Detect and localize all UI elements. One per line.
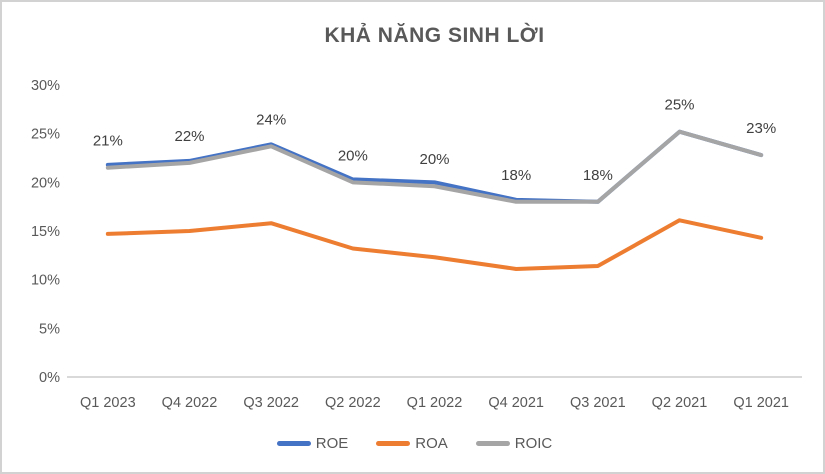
x-axis-category-label: Q2 2022 (325, 395, 381, 411)
data-label: 23% (746, 120, 776, 137)
data-label: 25% (664, 97, 694, 114)
legend-label: ROIC (514, 435, 553, 452)
chart-legend: ROE ROA ROIC (2, 435, 823, 452)
x-axis-category-label: Q2 2021 (652, 395, 708, 411)
x-axis-category-label: Q1 2022 (407, 395, 463, 411)
series-line-roic (105, 129, 764, 204)
y-axis-tick-label: 25% (31, 127, 60, 143)
legend-label: ROA (415, 435, 448, 452)
y-axis-tick-label: 30% (31, 78, 60, 94)
legend-line-swatch-icon (475, 441, 510, 446)
chart-title: KHẢ NĂNG SINH LỜI (324, 24, 545, 47)
series-line-roa (105, 218, 764, 271)
data-label: 24% (256, 111, 286, 128)
x-axis-category-label: Q3 2022 (243, 395, 299, 411)
legend-item-roe: ROE (276, 435, 349, 452)
legend-line-swatch-icon (376, 441, 411, 446)
data-label: 20% (419, 151, 449, 168)
legend-label: ROE (315, 435, 349, 452)
data-label: 21% (93, 133, 123, 150)
legend-item-roic: ROIC (475, 435, 553, 452)
y-axis-tick-label: 15% (31, 224, 60, 240)
y-axis-tick-label: 20% (31, 175, 60, 191)
x-axis-category-label: Q1 2021 (733, 395, 789, 411)
y-axis-tick-label: 10% (31, 273, 60, 289)
data-label: 18% (501, 167, 531, 184)
data-label: 20% (338, 147, 368, 164)
x-axis-category-label: Q4 2021 (488, 395, 544, 411)
data-label: 18% (583, 167, 613, 184)
data-label: 22% (174, 128, 204, 145)
legend-line-swatch-icon (276, 441, 311, 446)
x-axis-category-label: Q3 2021 (570, 395, 626, 411)
x-axis-category-label: Q1 2023 (80, 395, 136, 411)
y-axis-tick-label: 0% (39, 370, 60, 386)
y-axis-tick-label: 5% (39, 321, 60, 337)
legend-item-roa: ROA (376, 435, 448, 452)
x-axis-category-label: Q4 2022 (162, 395, 218, 411)
